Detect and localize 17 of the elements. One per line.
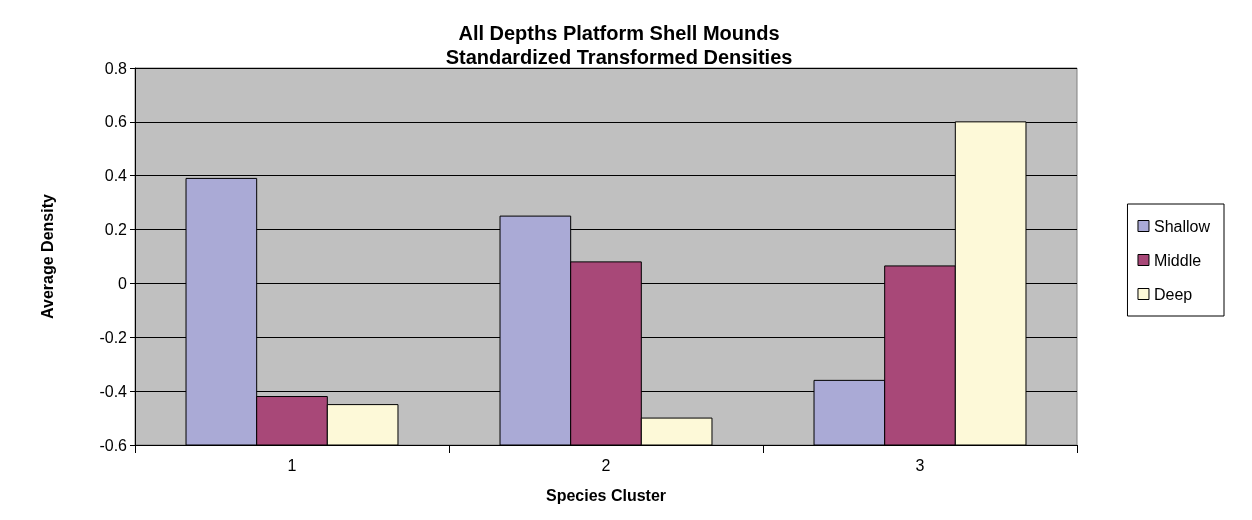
y-tick-label: 0.4 [104,167,128,185]
legend-label: Shallow [1153,217,1211,235]
y-tick-label: 0.2 [104,221,128,239]
y-tick-label: 0.6 [104,113,128,131]
legend-label: Deep [1153,285,1193,303]
chart-title: All Depths Platform Shell Mounds Standardized Transformed Densities [445,22,793,68]
x-axis-title: Species Cluster [545,486,667,504]
y-tick-label: -0.4 [99,382,128,400]
legend-label: Middle [1153,251,1202,269]
x-tick-label: 3 [915,456,925,474]
y-tick-label: 0.8 [104,59,128,77]
y-tick-label: 0 [118,274,128,292]
x-tick-label: 2 [601,456,611,474]
y-axis-title: Average Density [38,194,56,319]
x-tick-label: 1 [287,456,297,474]
y-tick-label: -0.2 [99,328,128,346]
y-tick-label: -0.6 [99,436,128,454]
